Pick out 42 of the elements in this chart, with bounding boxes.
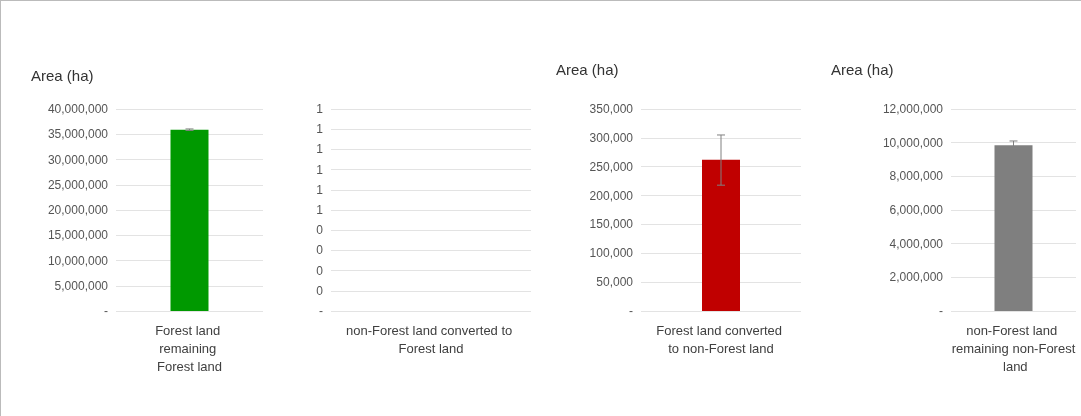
y-tick-label: 300,000 <box>589 130 634 145</box>
x-tick-label: non-Forest land remaining non-Forest land <box>951 322 1076 374</box>
y-tick-label: 200,000 <box>589 188 634 203</box>
x-tick-label: non-Forest land converted to Forest land <box>346 322 516 356</box>
y-tick-label: 30,000,000 <box>47 152 109 167</box>
x-tick-label: Forest land converted to non-Forest land <box>656 322 786 356</box>
y-tick-label: 35,000,000 <box>47 127 109 142</box>
y-tick-label: - <box>104 304 108 318</box>
y-tick-label: 50,000 <box>596 275 634 290</box>
y-tick-label: 10,000,000 <box>882 135 944 150</box>
y-tick-label: 25,000,000 <box>47 177 109 192</box>
y-tick-label: 12,000,000 <box>882 102 944 116</box>
y-tick-label: - <box>629 304 633 318</box>
y-tick-label: 15,000,000 <box>47 228 109 243</box>
y-tick-label: 250,000 <box>589 159 634 174</box>
y-tick-label: - <box>939 304 943 318</box>
y-tick-label: 6,000,000 <box>889 203 944 217</box>
y-tick-label: 4,000,000 <box>889 236 944 251</box>
y-tick-label: 1 <box>316 162 324 177</box>
y-tick-label: - <box>319 304 323 318</box>
y-axis-title: Area (ha) <box>556 61 619 78</box>
y-tick-label: 150,000 <box>589 217 634 232</box>
y-tick-label: 1 <box>316 182 324 197</box>
y-tick-label: 8,000,000 <box>889 169 944 184</box>
y-tick-label: 10,000,000 <box>47 253 109 268</box>
y-tick-label: 1 <box>316 102 324 116</box>
y-tick-label: 2,000,000 <box>889 270 944 285</box>
y-tick-label: 0 <box>316 223 324 238</box>
y-tick-label: 1 <box>316 142 324 157</box>
y-axis-title: Area (ha) <box>831 61 894 78</box>
y-tick-label: 1 <box>316 203 324 217</box>
y-axis-title: Area (ha) <box>31 67 94 84</box>
y-tick-label: 20,000,000 <box>47 203 109 217</box>
y-tick-label: 0 <box>316 283 324 298</box>
y-tick-label: 40,000,000 <box>47 102 109 116</box>
y-tick-label: 100,000 <box>589 246 634 261</box>
y-tick-label: 5,000,000 <box>54 278 109 293</box>
y-tick-label: 1 <box>316 122 324 137</box>
y-tick-label: 0 <box>316 263 324 278</box>
x-tick-label: Forest land remaining Forest land <box>155 322 224 374</box>
y-tick-label: 350,000 <box>589 102 634 116</box>
y-tick-label: 0 <box>316 243 324 258</box>
